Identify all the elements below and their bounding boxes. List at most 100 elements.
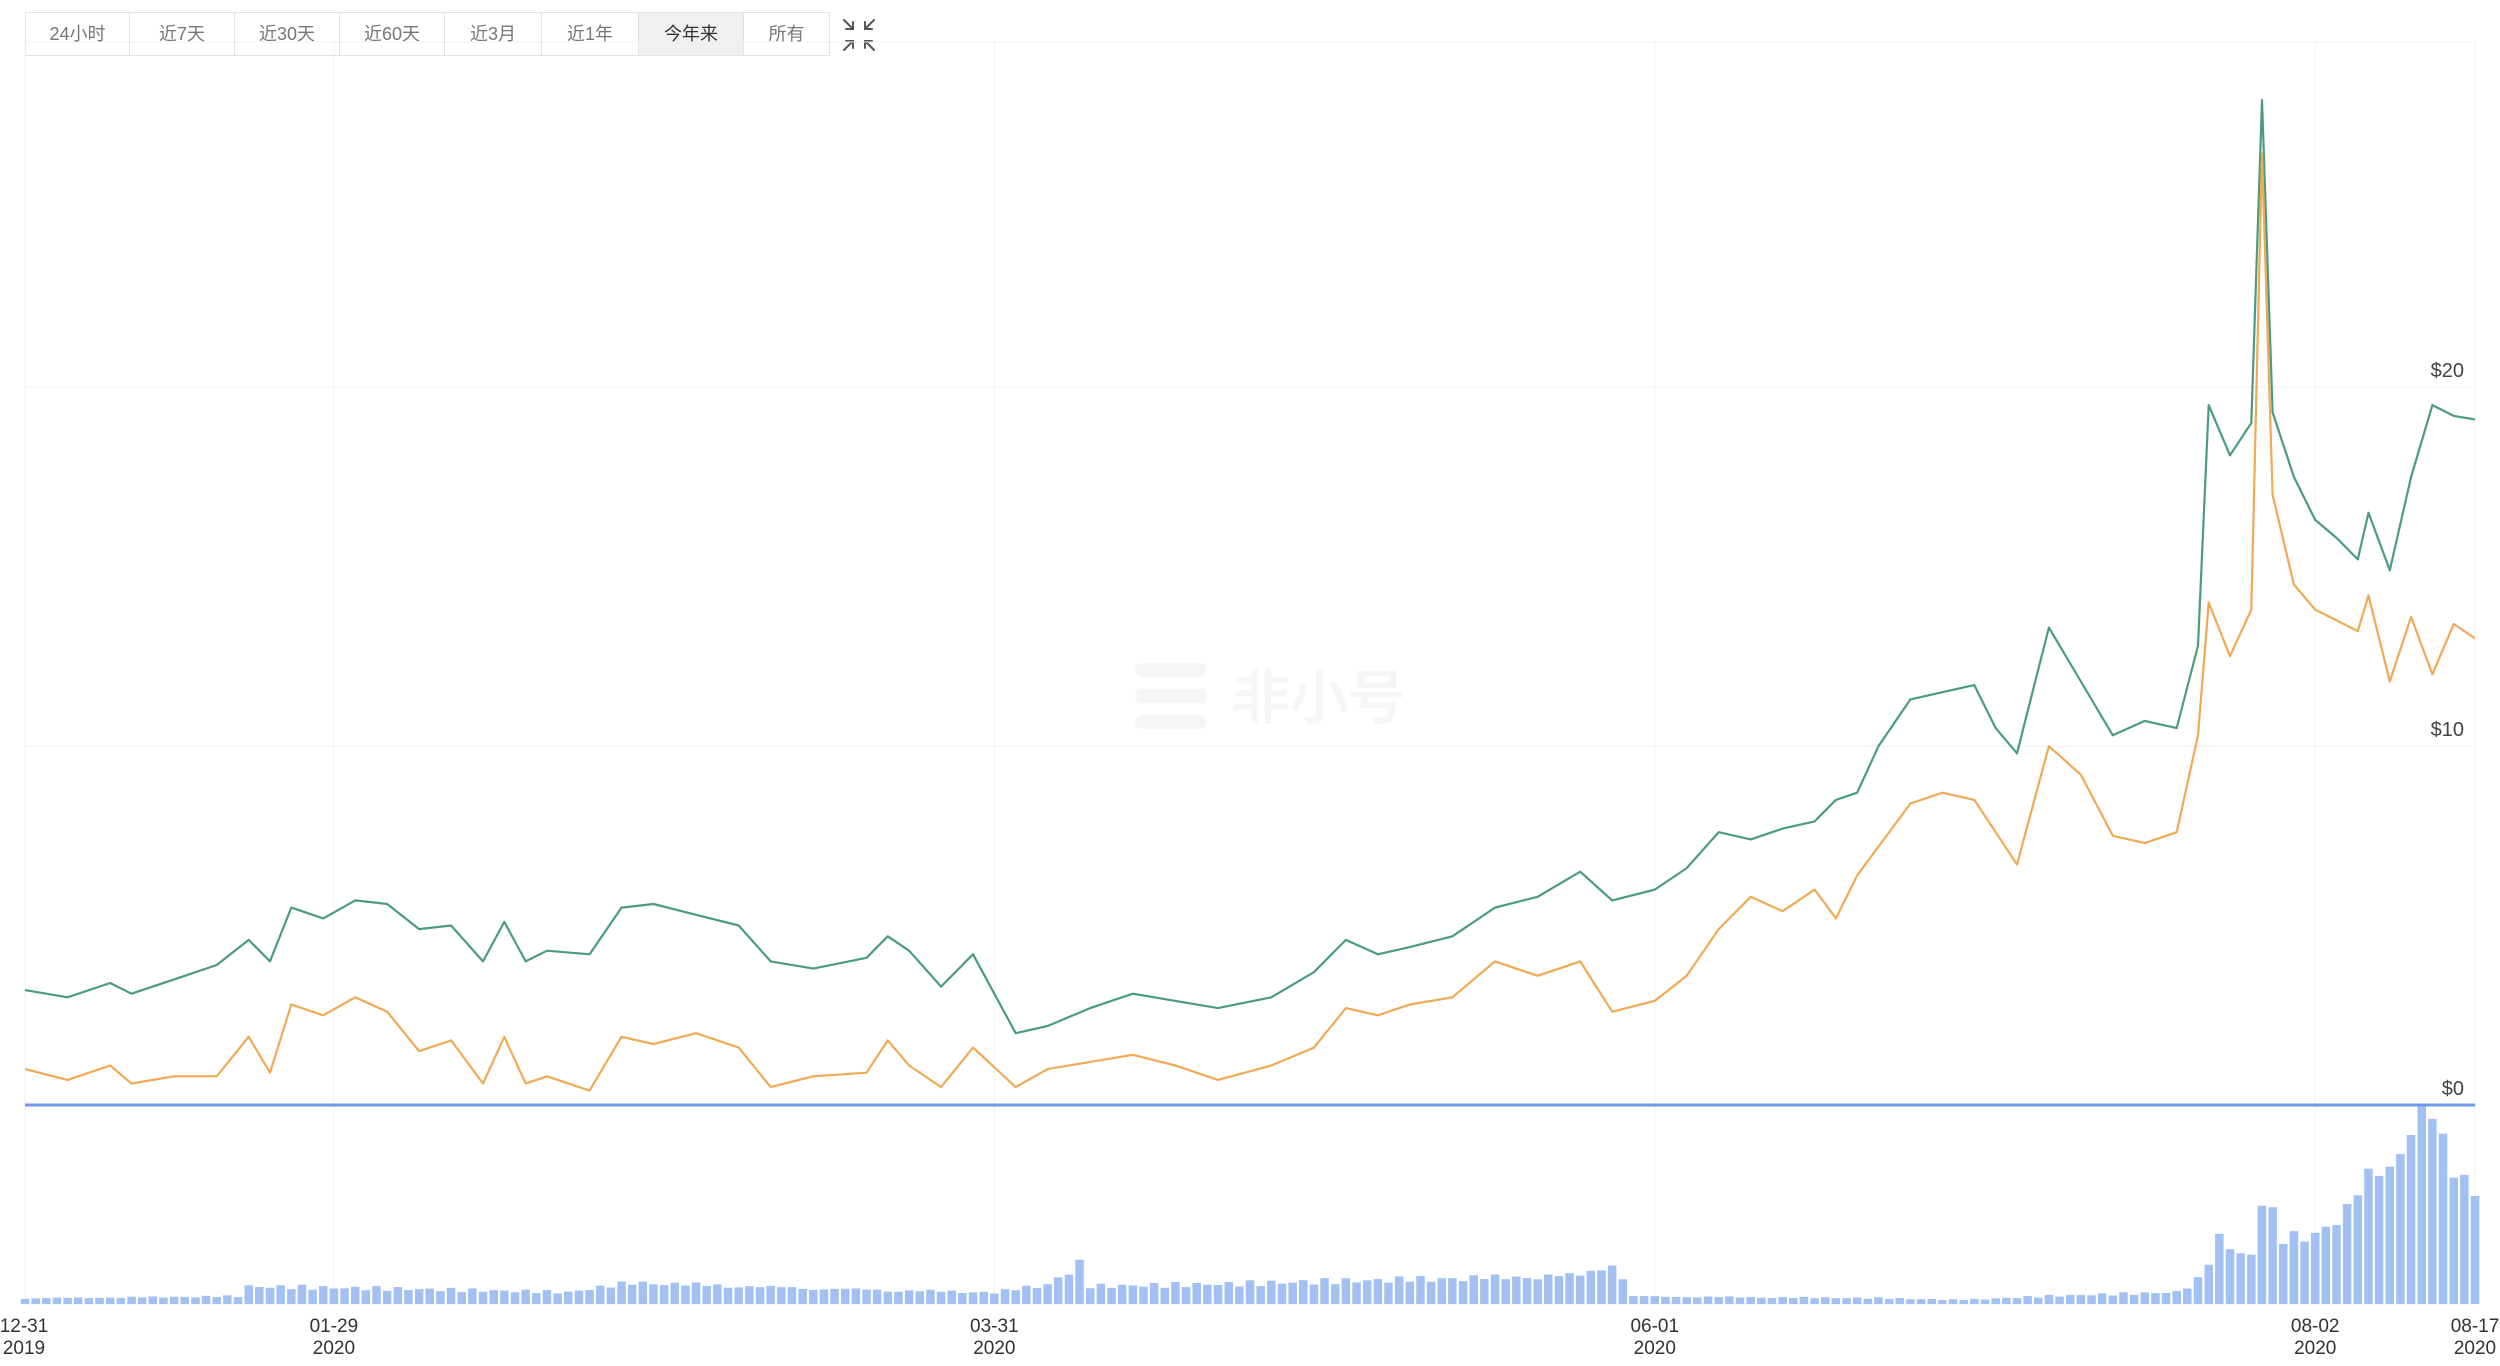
range-tab-4[interactable]: 近3月 <box>445 13 542 55</box>
volume-bar <box>1384 1282 1393 1304</box>
volume-bar <box>670 1282 679 1304</box>
volume-bar <box>2396 1153 2405 1304</box>
volume-bar <box>148 1296 158 1304</box>
x-tick-label: 03-31 <box>970 1316 1019 1337</box>
x-tick-year: 2020 <box>2454 1338 2496 1359</box>
volume-bar <box>521 1289 530 1304</box>
range-tab-2[interactable]: 近30天 <box>235 13 340 55</box>
volume-bar <box>734 1287 743 1304</box>
x-tick-year: 2020 <box>313 1338 355 1359</box>
collapse-arrows-icon[interactable] <box>840 16 878 54</box>
volume-bar <box>1352 1282 1361 1304</box>
volume-bar <box>2268 1207 2277 1304</box>
volume-bar <box>2428 1118 2437 1304</box>
volume-bar <box>2321 1226 2331 1304</box>
volume-bar <box>201 1295 211 1304</box>
volume-bar <box>1416 1276 1425 1304</box>
volume-bar <box>1991 1298 2000 1304</box>
y-tick-label: $0 <box>2442 1078 2464 1100</box>
volume-bar <box>830 1288 839 1304</box>
volume-bar <box>1277 1283 1287 1304</box>
volume-bar <box>169 1296 179 1304</box>
volume-bar <box>2204 1264 2213 1304</box>
volume-bar <box>1916 1299 1926 1304</box>
volume-bar <box>1373 1279 1383 1304</box>
volume-bar <box>1458 1281 1468 1304</box>
volume-bar <box>2279 1243 2288 1304</box>
volume-bar <box>1639 1296 1649 1304</box>
volume-bar <box>1469 1275 1478 1304</box>
volume-bar <box>1810 1298 1819 1304</box>
volume-bar <box>1331 1284 1340 1304</box>
volume-bar <box>1096 1283 1106 1304</box>
range-tab-7[interactable]: 所有 <box>768 24 805 44</box>
volume-bar <box>2225 1249 2235 1304</box>
volume-bar <box>1192 1283 1201 1304</box>
volume-bar <box>2364 1168 2373 1304</box>
volume-bar <box>649 1284 658 1304</box>
volume-bar <box>1554 1276 1564 1304</box>
volume-bar <box>414 1289 424 1304</box>
volume-bar <box>713 1284 722 1304</box>
volume-bar <box>659 1285 669 1304</box>
volume-bar <box>1927 1299 1936 1304</box>
volume-bar <box>510 1292 520 1304</box>
volume-bar <box>436 1291 445 1304</box>
x-tick-year: 2020 <box>973 1338 1015 1359</box>
volume-bar <box>787 1287 797 1304</box>
volume-bar <box>159 1297 168 1304</box>
volume-bar <box>137 1297 147 1304</box>
volume-bar <box>84 1298 94 1304</box>
volume-bar <box>755 1287 765 1304</box>
range-tab-1[interactable]: 近7天 <box>130 13 235 55</box>
volume-bar <box>1512 1276 1521 1304</box>
volume-bar <box>1490 1274 1500 1304</box>
volume-bar <box>2332 1225 2341 1304</box>
volume-bar <box>1394 1276 1404 1304</box>
volume-bar <box>116 1297 126 1304</box>
volume-bar <box>809 1289 818 1304</box>
range-tab-3[interactable]: 近60天 <box>340 13 445 55</box>
volume-bar <box>1757 1297 1766 1304</box>
volume-bar <box>1000 1289 1010 1304</box>
volume-bar <box>777 1287 786 1304</box>
volume-bar <box>1075 1259 1084 1304</box>
volume-bar <box>1011 1290 1020 1304</box>
volume-bar <box>1533 1279 1542 1304</box>
volume-bar <box>2215 1233 2224 1304</box>
volume-bar <box>883 1291 893 1304</box>
volume-bar <box>393 1287 403 1304</box>
range-tab-6[interactable]: 今年来 <box>639 13 744 55</box>
volume-bar <box>723 1287 733 1304</box>
volume-bar <box>1703 1296 1713 1304</box>
volume-bar <box>617 1281 626 1304</box>
volume-bar <box>2353 1195 2363 1304</box>
volume-bar <box>2470 1196 2480 1304</box>
volume-bar <box>276 1285 285 1304</box>
volume-bar <box>233 1297 243 1304</box>
volume-bar <box>1714 1297 1723 1304</box>
volume-bar <box>2055 1296 2064 1304</box>
y-tick-label: $10 <box>2431 719 2464 741</box>
volume-bar <box>2076 1295 2086 1304</box>
volume-bar <box>553 1293 562 1304</box>
x-tick-label: 12-31 <box>0 1316 48 1337</box>
volume-bar <box>1874 1297 1883 1304</box>
volume-bar <box>1043 1284 1052 1304</box>
x-tick-label: 08-02 <box>2291 1316 2340 1337</box>
time-range-tabs: 24小时 近7天 近30天 近60天 近3月 近1年 今年来 所有 <box>25 12 830 56</box>
volume-bar <box>255 1287 264 1304</box>
volume-bar <box>372 1286 381 1304</box>
volume-bar <box>1852 1297 1862 1304</box>
volume-bar <box>1288 1282 1297 1304</box>
volume-bar <box>2247 1254 2256 1304</box>
volume-bar <box>1181 1287 1191 1304</box>
volume-bar <box>1086 1288 1095 1304</box>
volume-bar <box>2002 1297 2011 1304</box>
range-tab-0[interactable]: 24小时 <box>26 13 130 55</box>
volume-bar <box>2129 1294 2139 1304</box>
range-tab-5[interactable]: 近1年 <box>542 13 639 55</box>
volume-bar <box>1650 1296 1659 1304</box>
volume-bar <box>1128 1285 1138 1304</box>
volume-bar <box>1576 1275 1585 1304</box>
